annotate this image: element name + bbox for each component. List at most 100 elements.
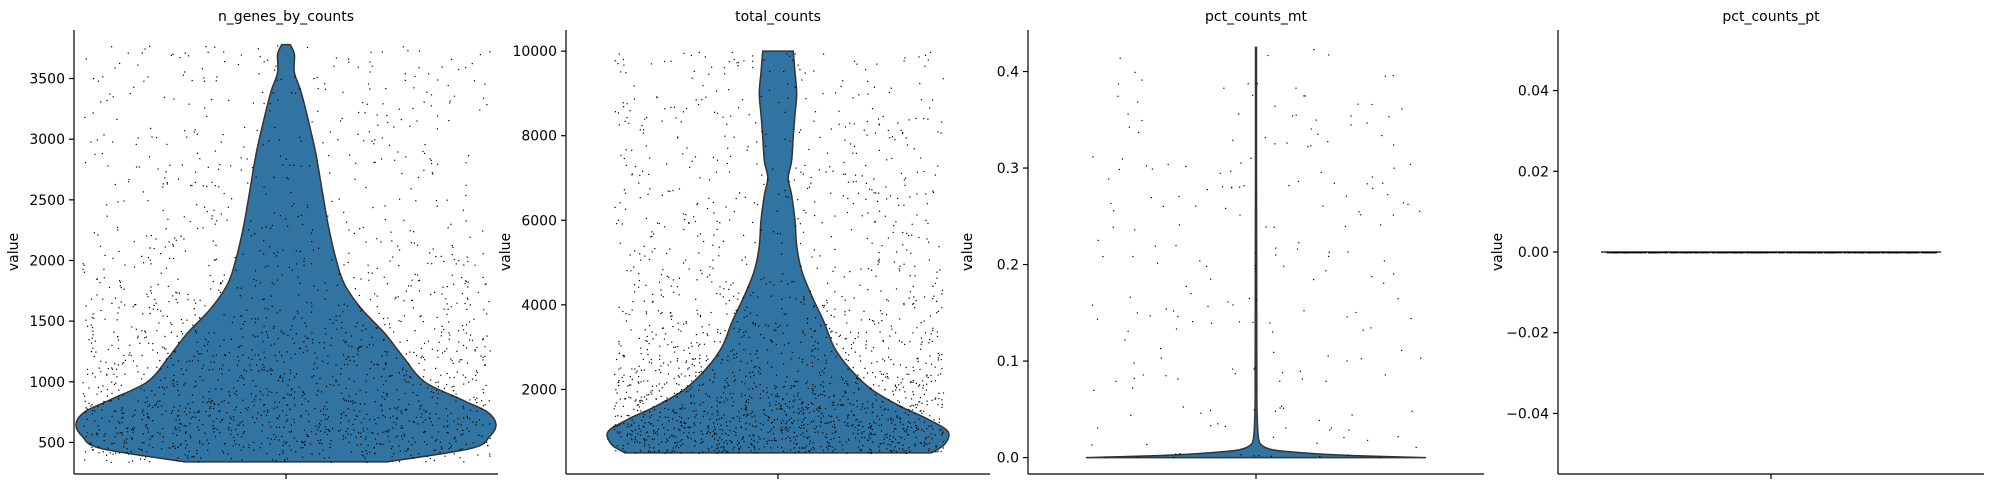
data-point: [1778, 252, 1780, 254]
data-point: [120, 287, 122, 289]
data-point: [124, 264, 126, 266]
data-point: [1315, 119, 1317, 121]
data-point: [673, 346, 675, 348]
data-point: [286, 351, 288, 353]
data-point: [1136, 312, 1138, 314]
data-point: [176, 415, 178, 417]
data-point: [424, 144, 426, 146]
y-tick-label: 0.3: [997, 161, 1019, 177]
data-point: [638, 365, 640, 367]
data-point: [906, 428, 908, 431]
data-point: [275, 436, 277, 438]
data-point: [670, 60, 672, 62]
data-point: [324, 88, 327, 90]
data-point: [112, 257, 114, 259]
data-point: [1852, 252, 1854, 254]
data-point: [644, 118, 646, 120]
data-point: [942, 392, 945, 394]
data-point: [866, 439, 868, 441]
data-point: [232, 416, 235, 418]
data-point: [909, 422, 911, 424]
data-point: [643, 414, 645, 416]
data-point: [356, 348, 358, 350]
data-point: [110, 461, 112, 463]
data-point: [813, 410, 815, 412]
data-point: [306, 434, 308, 436]
data-point: [353, 360, 355, 362]
data-point: [695, 440, 697, 443]
data-point: [282, 249, 284, 251]
data-point: [915, 436, 917, 439]
data-point: [731, 51, 733, 54]
data-point: [737, 452, 739, 454]
data-point: [695, 409, 697, 412]
data-point: [1829, 252, 1831, 254]
data-point: [767, 179, 769, 181]
panel-title: total_counts: [735, 9, 821, 25]
data-point: [398, 445, 400, 447]
data-point: [345, 340, 347, 343]
data-point: [255, 279, 257, 281]
data-point: [725, 432, 727, 435]
data-point: [758, 448, 760, 450]
data-point: [713, 234, 715, 236]
data-point: [905, 177, 907, 179]
data-point: [454, 436, 456, 439]
data-point: [252, 401, 254, 403]
data-point: [752, 371, 754, 373]
data-point: [393, 421, 395, 424]
data-point: [426, 443, 428, 445]
data-point: [109, 93, 111, 95]
data-point: [206, 350, 208, 352]
data-point: [914, 421, 916, 423]
data-point: [438, 341, 440, 343]
data-point: [937, 404, 939, 406]
data-point: [312, 342, 314, 344]
data-point: [185, 432, 187, 434]
data-point: [483, 97, 485, 99]
data-point: [738, 411, 740, 413]
data-point: [701, 441, 703, 443]
data-point: [862, 425, 864, 428]
data-point: [830, 421, 832, 423]
data-point: [482, 359, 484, 361]
data-point: [888, 356, 890, 358]
data-point: [873, 178, 875, 180]
data-point: [187, 293, 189, 296]
data-point: [1922, 252, 1924, 254]
data-point: [355, 415, 357, 417]
data-point: [781, 298, 783, 300]
data-point: [781, 422, 783, 424]
data-point: [821, 370, 823, 372]
data-point: [633, 441, 636, 443]
data-point: [200, 457, 202, 459]
data-point: [410, 242, 412, 244]
data-point: [371, 432, 373, 434]
data-point: [1097, 427, 1099, 429]
data-point: [934, 451, 936, 453]
data-point: [634, 452, 636, 454]
data-point: [406, 340, 408, 342]
data-point: [738, 292, 740, 294]
data-point: [177, 457, 179, 459]
data-point: [276, 392, 278, 394]
data-point: [767, 397, 770, 399]
data-point: [681, 439, 683, 441]
data-point: [152, 343, 154, 345]
data-point: [803, 424, 805, 426]
data-point: [289, 164, 291, 166]
data-point: [890, 359, 892, 361]
data-point: [684, 407, 686, 409]
data-point: [138, 166, 140, 168]
data-point: [450, 306, 452, 308]
data-point: [199, 442, 201, 444]
data-point: [91, 434, 93, 436]
data-point: [924, 65, 926, 67]
data-point: [251, 297, 253, 299]
data-point: [219, 431, 221, 434]
data-point: [380, 404, 382, 406]
data-point: [452, 246, 454, 248]
data-point: [180, 443, 182, 445]
data-point: [140, 388, 142, 390]
data-point: [670, 106, 672, 108]
